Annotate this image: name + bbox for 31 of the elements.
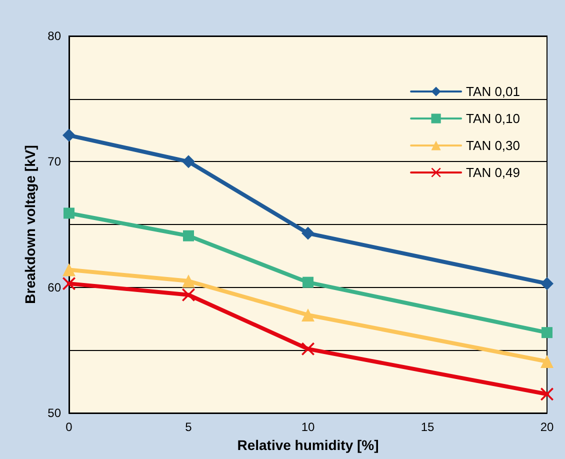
point xyxy=(64,208,74,219)
y-tick-label: 60 xyxy=(48,280,62,294)
y-tick-label: 80 xyxy=(48,29,62,43)
point xyxy=(183,230,194,242)
point xyxy=(540,277,554,290)
legend-label: TAN 0,30 xyxy=(466,138,520,153)
point xyxy=(182,155,195,168)
x-axis-title: Relative humidity [%] xyxy=(237,436,379,453)
point xyxy=(540,388,554,401)
point xyxy=(62,263,76,276)
y-tick-label: 70 xyxy=(48,154,62,169)
point xyxy=(302,226,314,240)
point xyxy=(182,274,195,288)
x-tick-label: 15 xyxy=(420,420,434,434)
point xyxy=(542,327,552,338)
x-tick-label: 5 xyxy=(185,420,192,434)
x-tick-label: 20 xyxy=(540,420,554,434)
legend-label: TAN 0,01 xyxy=(466,84,520,99)
point xyxy=(62,277,76,290)
point xyxy=(62,128,76,142)
y-tick-label: 50 xyxy=(48,406,62,420)
x-tick-label: 0 xyxy=(66,420,73,434)
point xyxy=(302,308,314,322)
x-tick-label: 10 xyxy=(301,420,315,434)
y-axis-title: Breakdown voltage [kV] xyxy=(22,145,38,304)
legend-label: TAN 0,10 xyxy=(466,111,520,126)
point xyxy=(302,342,314,356)
point xyxy=(182,288,195,302)
point xyxy=(302,276,314,288)
point xyxy=(540,354,554,368)
legend-label: TAN 0,49 xyxy=(466,165,520,180)
